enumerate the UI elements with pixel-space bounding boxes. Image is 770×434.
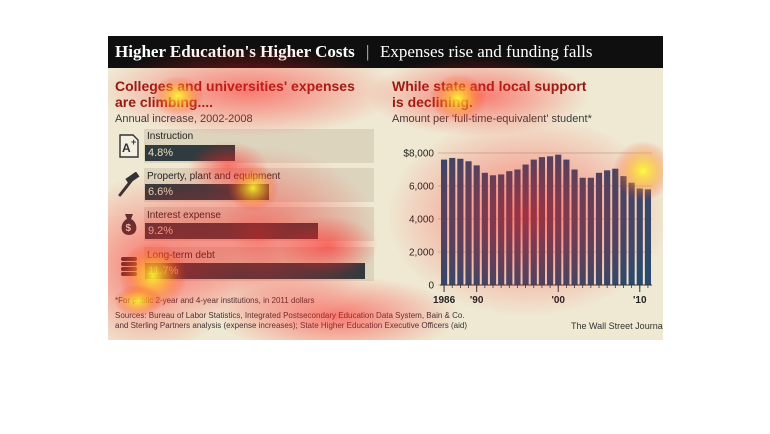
right-heading-line1: While state and local support (392, 78, 587, 94)
right-heading: While state and local support is declini… (392, 78, 586, 110)
credit: The Wall Street Journal (571, 321, 663, 331)
support-column (563, 159, 570, 285)
category-label: Long-term debt (147, 250, 215, 261)
graded-paper-icon: A + (119, 134, 139, 158)
support-column (579, 177, 586, 285)
support-column (530, 159, 537, 285)
support-column (514, 169, 521, 285)
svg-text:$: $ (126, 223, 132, 234)
title-bar: Higher Education's Higher Costs | Expens… (108, 36, 663, 68)
svg-text:A: A (122, 141, 131, 155)
category-label: Property, plant and equipment (147, 171, 281, 182)
expense-value-label: 11.7% (148, 265, 179, 277)
svg-text:+: + (131, 137, 136, 147)
left-subtitle: Annual increase, 2002-2008 (115, 113, 253, 125)
title-main: Higher Education's Higher Costs (115, 42, 355, 61)
x-tick-label: '90 (470, 295, 484, 306)
y-tick-label: 6,000 (409, 182, 434, 193)
support-column (449, 157, 456, 285)
support-column (555, 154, 562, 285)
support-column (522, 164, 529, 285)
expense-value-label: 6.6% (148, 186, 174, 198)
support-column (506, 171, 513, 285)
x-tick-label: '10 (633, 295, 647, 306)
expense-value-label: 9.2% (148, 225, 174, 237)
x-tick-label: 1986 (433, 295, 456, 306)
support-column (465, 161, 472, 285)
support-column (481, 172, 488, 285)
sources-line-2: and Sterling Partners analysis (expense … (115, 321, 468, 330)
expense-value-label: 4.8% (148, 147, 174, 159)
y-tick-label: 4,000 (409, 215, 434, 226)
left-heading-line1: Colleges and universities' expenses (115, 78, 355, 94)
support-column (457, 158, 464, 285)
support-column (587, 177, 594, 285)
footnote: *For public 2-year and 4-year institutio… (115, 296, 315, 305)
title-separator: | (366, 42, 370, 61)
support-column (628, 182, 635, 285)
support-column (612, 168, 619, 285)
hammer-icon (118, 172, 140, 197)
right-heading-line2: is declining. (392, 94, 473, 110)
money-bag-icon: $ (121, 214, 137, 235)
support-column (489, 175, 497, 285)
y-tick-label: 0 (428, 281, 434, 292)
coin-stack-icon (121, 257, 137, 276)
support-column (441, 159, 448, 285)
x-tick-label: '00 (551, 295, 565, 306)
support-column (473, 165, 480, 285)
support-column (571, 169, 578, 285)
support-column (547, 156, 554, 285)
support-column (604, 170, 611, 285)
y-tick-label: $8,000 (403, 149, 434, 160)
support-column (595, 172, 603, 285)
support-column (644, 189, 651, 285)
category-label: Interest expense (147, 210, 221, 221)
right-subtitle: Amount per 'full-time-equivalent' studen… (392, 113, 592, 125)
sources-line-1: Sources: Bureau of Labor Statistics, Int… (115, 311, 465, 320)
category-label: Instruction (147, 131, 194, 142)
title-secondary: Expenses rise and funding falls (380, 42, 593, 61)
left-heading-line2: are climbing.... (115, 94, 214, 110)
support-column (636, 188, 643, 285)
infographic-panel: Higher Education's Higher Costs | Expens… (108, 36, 663, 340)
support-column (498, 174, 505, 285)
support-column (620, 176, 627, 285)
y-tick-label: 2,000 (409, 248, 434, 259)
state-support-column-chart: 0 2,000 4,000 6,000 $8,000 1986 '90 '00 '10 (403, 149, 652, 306)
left-heading: Colleges and universities' expenses are … (115, 78, 355, 110)
support-column (538, 157, 545, 285)
